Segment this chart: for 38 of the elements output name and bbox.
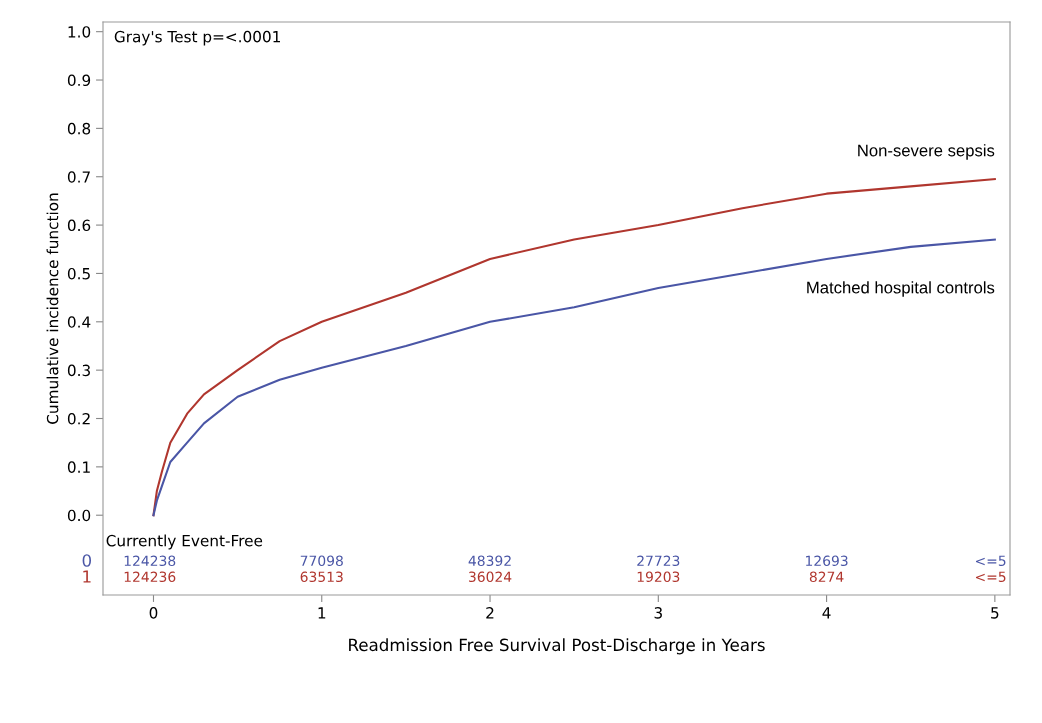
annotation: 12693 (806, 555, 848, 567)
y-axis-title: Cumulative incidence function (46, 193, 59, 424)
annotation: 48392 (468, 555, 511, 567)
annotation: Currently Event-Free (106, 534, 263, 550)
x-tick-label: 1 (318, 607, 326, 619)
y-tick-label: 0.0 (67, 509, 91, 522)
annotation: Gray's Test p=<.0001 (114, 30, 280, 46)
y-tick-label: 0.9 (67, 74, 91, 87)
y-tick-label: 0.5 (67, 267, 90, 280)
x-axis-title: Readmission Free Survival Post-Discharge in Years (349, 638, 765, 655)
y-tick-label: 0.8 (67, 122, 91, 135)
annotation: 8274 (809, 571, 844, 583)
annotation: <=5 (975, 555, 1006, 567)
series-label: Matched hospital controls (807, 281, 995, 297)
annotation: <=5 (975, 571, 1006, 583)
x-tick-label: 0 (149, 607, 158, 619)
text: 0 (82, 554, 92, 567)
series-label: Non-severe sepsis (858, 144, 995, 160)
y-tick-label: 0.3 (67, 364, 90, 377)
line-series (152, 238, 996, 517)
annotation: 124236 (124, 571, 176, 583)
y-tick-label: 1.0 (68, 26, 91, 38)
y-tick-label: 0.4 (67, 316, 91, 328)
y-tick-label: 0.1 (67, 461, 90, 473)
annotation: 19203 (637, 571, 680, 583)
x-tick-label: 2 (486, 607, 494, 619)
annotation: 63513 (300, 571, 343, 583)
annotation: 77098 (300, 555, 343, 567)
text: 1 (83, 570, 91, 583)
x-tick-label: 5 (991, 607, 999, 619)
annotation: 36024 (469, 571, 512, 583)
y-tick-label: 0.7 (67, 171, 90, 183)
annotation: 27723 (637, 555, 680, 567)
annotation: 124238 (124, 555, 176, 567)
y-tick-label: 0.2 (67, 412, 90, 425)
y-tick-label: 0.6 (67, 219, 91, 232)
x-tick-label: 3 (654, 607, 662, 619)
x-tick-label: 4 (822, 607, 831, 619)
